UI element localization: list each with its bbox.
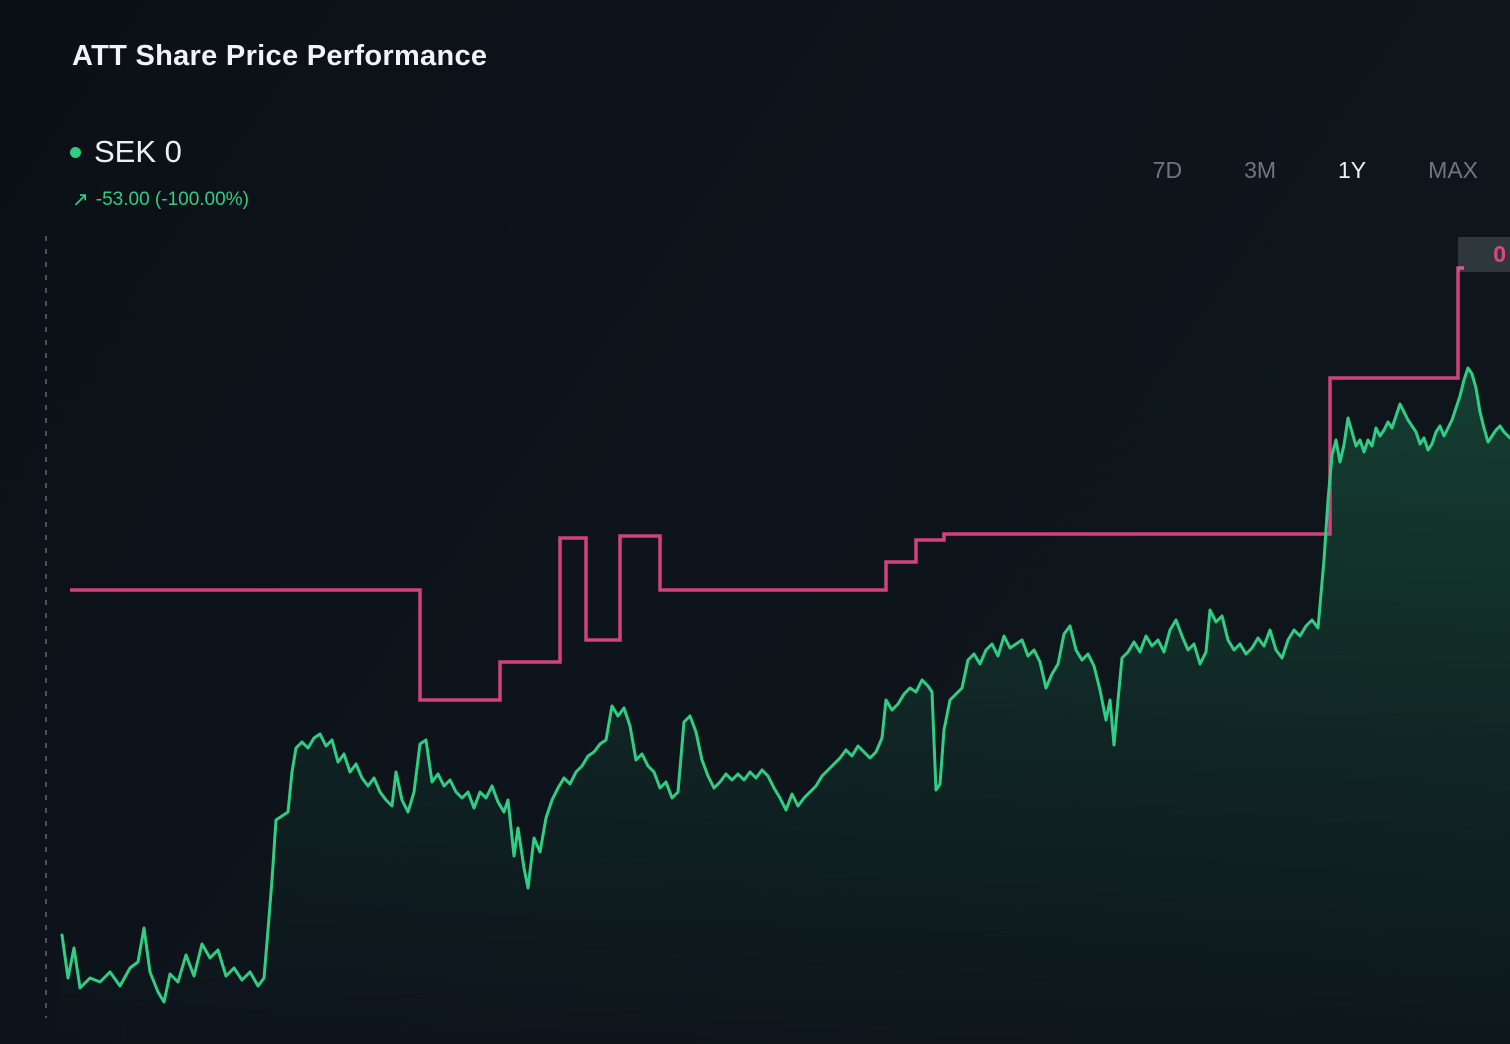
- price-area-fill: [62, 368, 1510, 1044]
- range-option-max[interactable]: MAX: [1424, 155, 1482, 186]
- trend-arrow-icon: ↗: [72, 189, 89, 211]
- range-option-3m[interactable]: 3M: [1240, 155, 1280, 186]
- range-selector: 7D 3M 1Y MAX: [1149, 155, 1482, 186]
- price-change-text: -53.00 (-100.00%): [95, 189, 249, 210]
- current-value-text: 0: [1493, 241, 1506, 267]
- current-value-label: 0: [1458, 237, 1510, 272]
- series-current-value: SEK 0: [94, 134, 182, 169]
- legend: SEK 0: [70, 134, 182, 170]
- series-dot-icon: [70, 146, 81, 158]
- price-change: ↗ -53.00 (-100.00%): [72, 189, 249, 211]
- page-title: ATT Share Price Performance: [72, 40, 488, 72]
- range-option-1y[interactable]: 1Y: [1334, 155, 1370, 186]
- price-line: [60, 366, 1510, 1004]
- benchmark-step-line: [70, 266, 1464, 702]
- range-option-7d[interactable]: 7D: [1149, 155, 1186, 186]
